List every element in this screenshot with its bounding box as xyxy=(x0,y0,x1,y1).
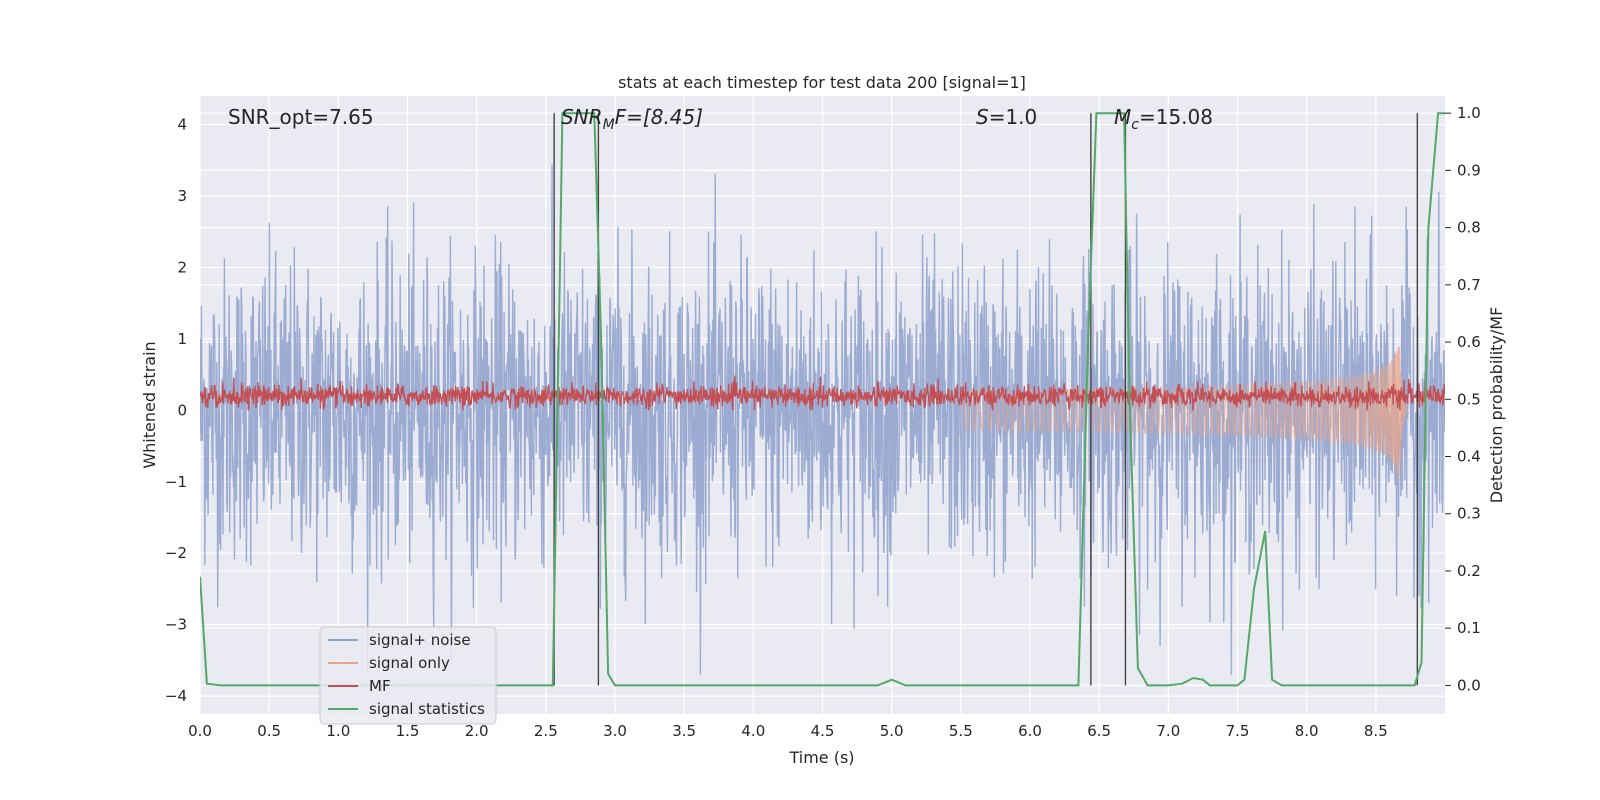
annotation-snr-mf-sub: M xyxy=(603,117,615,133)
annotation-snr-mf-rest: F=[8.45] xyxy=(615,105,703,129)
x-tick-label: 7.0 xyxy=(1156,722,1180,740)
y-left-tick-label: −4 xyxy=(165,687,187,705)
annotation-mc-rest: =15.08 xyxy=(1139,105,1213,129)
x-axis-label: Time (s) xyxy=(788,748,854,767)
y-left-tick-label: 2 xyxy=(177,258,187,276)
series-signal-only xyxy=(960,346,1407,479)
legend-label-mf: MF xyxy=(369,677,391,695)
y-right-tick-label: 0.6 xyxy=(1457,333,1481,351)
y-left-tick-label: −1 xyxy=(165,473,187,491)
y-right-tick-label: 0.1 xyxy=(1457,619,1481,637)
x-tick-label: 5.5 xyxy=(949,722,973,740)
x-tick-label: 8.0 xyxy=(1295,722,1319,740)
y-left-tick-label: 0 xyxy=(177,401,187,419)
x-axis-ticks: 0.0 0.5 1.0 1.5 2.0 2.5 3.0 3.5 4.0 4.5 5.0 5.5 6.0 6… xyxy=(188,722,1388,740)
y-right-tick-label: 0.7 xyxy=(1457,276,1481,294)
y-left-tick-label: 4 xyxy=(177,116,187,134)
x-tick-label: 0.5 xyxy=(257,722,281,740)
legend-box xyxy=(319,626,497,725)
legend: signal+ noise signal only MF signal stat… xyxy=(319,626,497,725)
annotation-snr-mf: SNRMF=[8.45] xyxy=(561,105,703,133)
x-tick-label: 4.5 xyxy=(811,722,835,740)
y-right-tick-label: 0.8 xyxy=(1457,219,1481,237)
x-tick-label: 1.0 xyxy=(326,722,350,740)
annotation-s: S=1.0 xyxy=(976,105,1037,129)
x-tick-label: 4.0 xyxy=(741,722,765,740)
chart-title: stats at each timestep for test data 200… xyxy=(618,73,1026,92)
y-left-axis-ticks: 4 3 2 1 0 −1 −2 −3 −4 xyxy=(165,116,187,706)
x-tick-label: 8.5 xyxy=(1364,722,1388,740)
legend-label-signal-noise: signal+ noise xyxy=(369,631,471,649)
legend-label-signal-statistics: signal statistics xyxy=(369,700,485,718)
y-right-tick-label: 0.9 xyxy=(1457,161,1481,179)
y-left-tick-label: −2 xyxy=(165,544,187,562)
x-tick-label: 0.0 xyxy=(188,722,212,740)
y-left-tick-label: 3 xyxy=(177,187,187,205)
x-tick-label: 3.5 xyxy=(672,722,696,740)
x-tick-label: 2.0 xyxy=(465,722,489,740)
annotation-mc-sub: c xyxy=(1131,117,1139,133)
x-tick-label: 7.5 xyxy=(1226,722,1250,740)
y-left-tick-label: −3 xyxy=(165,616,187,634)
annotation-s-base: S xyxy=(976,105,989,129)
series-signal-noise xyxy=(200,164,1445,675)
y-right-tick-label: 0.2 xyxy=(1457,562,1481,580)
x-tick-label: 6.0 xyxy=(1018,722,1042,740)
annotation-mc: Mc=15.08 xyxy=(1114,105,1213,133)
annotation-snr-mf-base: SNR xyxy=(561,105,603,129)
y-right-tick-label: 0.5 xyxy=(1457,390,1481,408)
y-right-tick-label: 0.4 xyxy=(1457,448,1481,466)
legend-label-signal-only: signal only xyxy=(369,654,450,672)
y-right-tick-label: 0.3 xyxy=(1457,505,1481,523)
y-right-axis-ticks: 1.0 0.9 0.8 0.7 0.6 0.5 0.4 0.3 0.2 0.1 0.0 xyxy=(1445,104,1481,694)
x-tick-label: 2.5 xyxy=(534,722,558,740)
series-signal-statistics xyxy=(200,112,1445,687)
y-right-tick-label: 0.0 xyxy=(1457,676,1481,694)
y-right-tick-label: 1.0 xyxy=(1457,104,1481,122)
y-right-axis-label: Detection probability/MF xyxy=(1487,307,1506,504)
y-left-tick-label: 1 xyxy=(177,330,187,348)
x-tick-label: 5.0 xyxy=(880,722,904,740)
annotation-snr-opt: SNR_opt=7.65 xyxy=(228,105,374,129)
annotation-mc-base: M xyxy=(1114,105,1131,129)
annotation-s-rest: =1.0 xyxy=(989,105,1038,129)
data-layer xyxy=(200,112,1445,687)
y-left-axis-label: Whitened strain xyxy=(140,341,159,468)
x-tick-label: 6.5 xyxy=(1087,722,1111,740)
x-tick-label: 1.5 xyxy=(396,722,420,740)
x-tick-label: 3.0 xyxy=(603,722,627,740)
series-mf xyxy=(200,375,1445,411)
